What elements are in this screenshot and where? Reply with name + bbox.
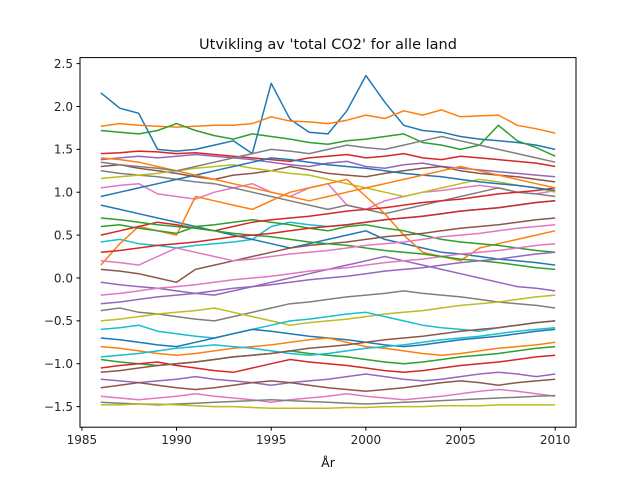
y-tick-label: 2.0 [54,100,73,114]
plot-frame [79,57,577,428]
series-line-31 [100,157,556,198]
series-lines [100,74,556,410]
series-line-2 [100,109,556,134]
series-line-30 [100,326,556,358]
x-tick-label: 1985 [67,433,98,447]
series-line-1 [100,74,556,155]
y-tick-label: −0.5 [44,314,73,328]
series-line-37 [100,224,556,266]
series-line-20 [100,311,556,339]
series-line-12 [100,178,556,266]
x-axis-label: År [321,455,336,470]
y-tick-label: 1.5 [54,143,73,157]
y-tick-label: −1.5 [44,400,73,414]
series-line-28 [100,394,556,406]
y-tick-label: 2.5 [54,57,73,71]
chart-title: Utvikling av 'total CO2' for alle land [199,37,457,53]
y-tick-label: −1.0 [44,357,73,371]
y-axis: −1.5 −1.0 −0.5 0.0 0.5 1.0 1.5 2.0 2.5 [44,57,80,414]
series-line-19 [100,294,556,326]
series-line-4 [100,150,556,168]
x-tick-label: 2005 [445,433,476,447]
series-line-5 [100,153,556,178]
series-line-29 [100,403,556,410]
series-line-15 [100,255,556,296]
series-line-17 [100,242,556,296]
y-tick-label: 0.0 [54,271,73,285]
series-line-8 [100,170,556,215]
series-line-18 [100,290,556,322]
series-line-26 [100,378,556,392]
series-line-11 [100,204,556,266]
x-axis: 1985 1990 1995 2000 2005 2010 [67,427,571,447]
x-tick-label: 2000 [351,433,382,447]
series-line-24 [100,354,556,374]
x-tick-label: 2010 [540,433,571,447]
series-line-38 [100,135,556,172]
series-line-35 [100,251,556,305]
x-tick-label: 1990 [161,433,192,447]
series-line-25 [100,371,556,386]
series-line-6 [100,164,556,183]
series-line-27 [100,388,556,404]
y-tick-label: 0.5 [54,228,73,242]
series-line-13 [100,218,556,254]
series-line-14 [100,187,556,236]
series-line-36 [100,320,556,374]
x-tick-label: 1995 [256,433,287,447]
series-line-22 [100,337,556,356]
series-line-34 [100,200,556,254]
y-tick-label: 1.0 [54,186,73,200]
